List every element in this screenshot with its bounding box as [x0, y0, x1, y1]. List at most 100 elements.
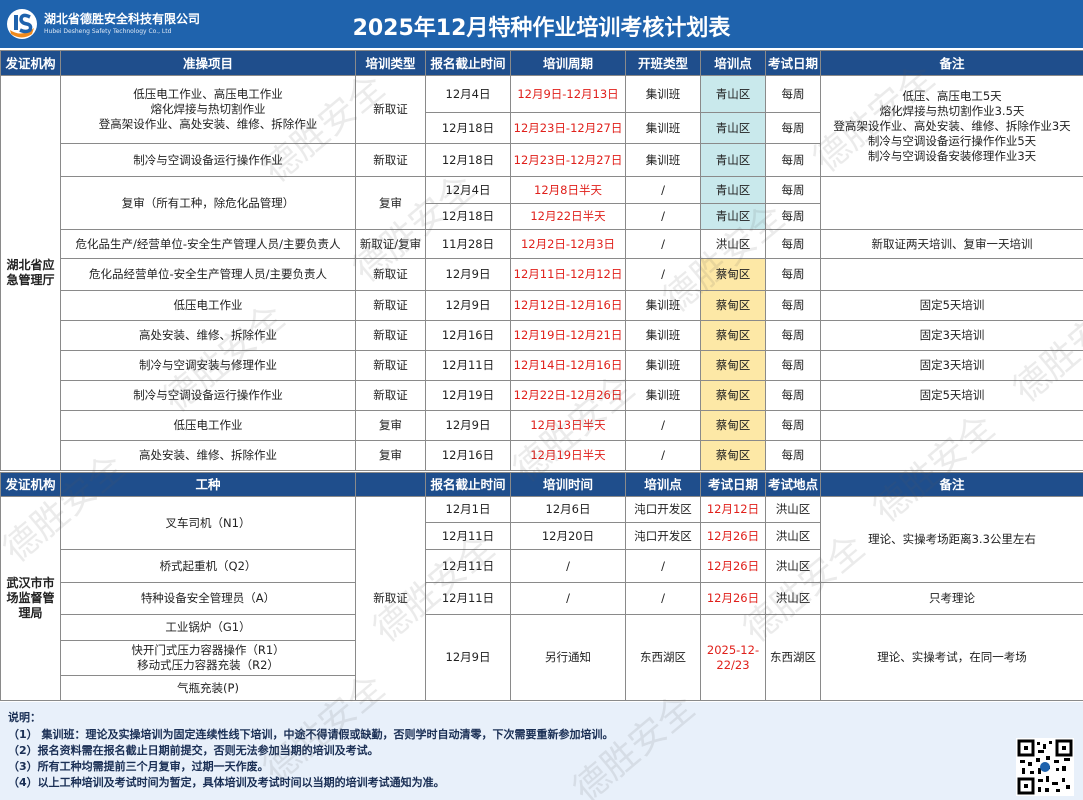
cell: 12月22日-12月26日 — [510, 380, 626, 411]
cell: 培训周期 — [510, 50, 626, 76]
cell: 发证机构 — [0, 50, 61, 76]
cell — [355, 472, 426, 497]
row: 复审（所有工种，除危化品管理） 复审 12月4日 12月8日半天 / 青山区 每周 — [1, 176, 1083, 230]
logo — [7, 9, 37, 39]
cell: 2025-12-22/23 — [700, 614, 766, 701]
cell: 发证机构 — [0, 472, 61, 497]
text: 2025年12月特种作业培训考核计划表 — [352, 16, 731, 41]
cell: 集训班 — [625, 320, 701, 351]
cell: 备注 — [820, 472, 1083, 497]
cell: 每周 — [765, 320, 821, 351]
cell: 12月26日 — [700, 549, 766, 583]
cell: 新取证两天培训、复审一天培训 — [820, 229, 1083, 259]
cell: 12月19日半天 — [510, 440, 626, 471]
cell: / — [625, 258, 701, 291]
cell: 12月4日 — [425, 176, 511, 204]
cell: 武汉市市场监督管理局 — [0, 496, 61, 701]
cell: 复审 — [355, 410, 426, 441]
cell: 洪山区 — [765, 496, 821, 523]
row: 湖北省应急管理厅 低压电工作业、高压电工作业 熔化焊接与热切割作业 登高架设作业、… — [0, 75, 1083, 471]
cell: 制冷与空调设备运行操作作业 — [60, 380, 356, 411]
row: 发证机构 工种 报名截止时间 培训时间 培训点 考试日期 考试地点 备注 — [0, 472, 1083, 497]
row: 桥式起重机（Q2） 12月11日 //12月26日 洪山区 — [1, 549, 1083, 583]
text: 说明： — [8, 711, 41, 724]
cell: 12月12日 — [700, 496, 766, 523]
cell: 每周 — [765, 143, 821, 177]
cell: 新取证 — [355, 496, 426, 701]
cell: 每周 — [765, 75, 821, 113]
row: 危化品经营单位-安全生产管理人员/主要负责人 新取证 12月9日 12月11日-12月… — [1, 258, 1083, 291]
cell: / — [625, 440, 701, 471]
cell: 新取证 — [355, 143, 426, 177]
cell: 每周 — [765, 176, 821, 204]
cell: 新取证 — [355, 258, 426, 291]
cell: 新取证 — [355, 75, 426, 144]
cell: 12月6日 — [510, 496, 626, 523]
cell: 复审 — [355, 440, 426, 471]
cell: 培训类型 — [355, 50, 426, 76]
cell — [820, 258, 1083, 291]
cell: 低压电工作业 — [60, 290, 356, 321]
cell: 12月11日 — [425, 549, 511, 583]
cell: 青山区 — [700, 143, 766, 177]
cell: 每周 — [765, 258, 821, 291]
cell: 蔡甸区 — [700, 320, 766, 351]
cell: / — [625, 203, 701, 230]
cell: 洪山区 — [700, 229, 766, 259]
cell: 12月18日 — [425, 143, 511, 177]
cell: 制冷与空调设备运行操作作业 — [60, 143, 356, 177]
text: （2）报名资料需在报名截止日期前提交，否则无法参加当期的培训及考试。 — [8, 744, 379, 757]
cell: / — [625, 549, 701, 583]
cell: 蔡甸区 — [700, 410, 766, 441]
cell: 青山区 — [700, 176, 766, 204]
cell: 工业锅炉（G1） — [60, 614, 356, 641]
cell: 12月18日 — [425, 203, 511, 230]
row: 制冷与空调安装与修理作业 新取证 12月11日 12月14日-12月16日 集训班 蔡甸区… — [1, 350, 1083, 381]
cell: / — [625, 229, 701, 259]
cell: 复审 — [355, 176, 426, 230]
cell: 12月9日 — [425, 410, 511, 441]
cell: 新取证 — [355, 350, 426, 381]
cell: 12月14日-12月16日 — [510, 350, 626, 381]
cell: 12月9日 — [425, 290, 511, 321]
cell: 12月26日 — [700, 522, 766, 550]
cell: 12月12日-12月16日 — [510, 290, 626, 321]
row: 高处安装、维修、拆除作业 新取证 12月16日 12月19日-12月21日 集训班 蔡甸区… — [1, 320, 1083, 351]
cell: 每周 — [765, 112, 821, 144]
cell: 特种设备安全管理员（A） — [60, 582, 356, 615]
cell: 12月13日半天 — [510, 410, 626, 441]
cell: 12月4日 — [425, 75, 511, 113]
cell: 东西湖区 — [765, 614, 821, 701]
table-emergency: 发证机构 准操项目 培训类型 报名截止时间 培训周期 开班类型 培训点 考试日期 备注 湖北省应… — [0, 50, 1083, 471]
cell: 固定3天培训 — [820, 350, 1083, 381]
cell: / — [625, 582, 701, 615]
cell — [820, 440, 1083, 471]
cell: 固定3天培训 — [820, 320, 1083, 351]
cell: 高处安装、维修、拆除作业 — [60, 320, 356, 351]
cell: 气瓶充装(P) — [60, 675, 356, 701]
cell: 快开门式压力容器操作（R1） 移动式压力容器充装（R2） — [60, 640, 356, 676]
cell: 培训时间 — [510, 472, 626, 497]
cell: / — [625, 410, 701, 441]
cell: 低压电工作业、高压电工作业 熔化焊接与热切割作业 登高架设作业、高处安装、维修、… — [60, 75, 356, 144]
cell: / — [510, 549, 626, 583]
cell: 培训点 — [700, 50, 766, 76]
cell: 低压、高压电工5天 熔化焊接与热切割作业3.5天 登高架设作业、高处安装、维修、… — [820, 75, 1083, 177]
row: 工业锅炉（G1） 12月9日 另行通知 东西湖区 2025-12-22/23 东西湖区 理论… — [1, 614, 1083, 701]
text: Hubei Desheng Safety Technology Co., Ltd — [44, 28, 172, 35]
cell: 备注 — [820, 50, 1083, 76]
cell — [820, 176, 1083, 230]
text: （3）所有工种均需提前三个月复审，过期一天作废。 — [8, 760, 269, 773]
cell: 理论、实操考试，在同一考场 — [820, 614, 1083, 701]
cell: 理论、实操考场距离3.3公里左右 — [820, 496, 1083, 583]
cell: 青山区 — [700, 203, 766, 230]
table-market: 发证机构 工种 报名截止时间 培训时间 培训点 考试日期 考试地点 备注 武汉市市场监督管理局… — [0, 472, 1083, 701]
cell: 12月1日 — [425, 496, 511, 523]
row: 低压电工作业 新取证 12月9日 12月12日-12月16日 集训班 蔡甸区 每周 固定5天培… — [1, 290, 1083, 321]
cell: 集训班 — [625, 350, 701, 381]
cell: 每周 — [765, 410, 821, 441]
cell: 每周 — [765, 440, 821, 471]
header-bar: 湖北省德胜安全科技有限公司 Hubei Desheng Safety Techn… — [0, 0, 1083, 48]
cell: 洪山区 — [765, 582, 821, 615]
